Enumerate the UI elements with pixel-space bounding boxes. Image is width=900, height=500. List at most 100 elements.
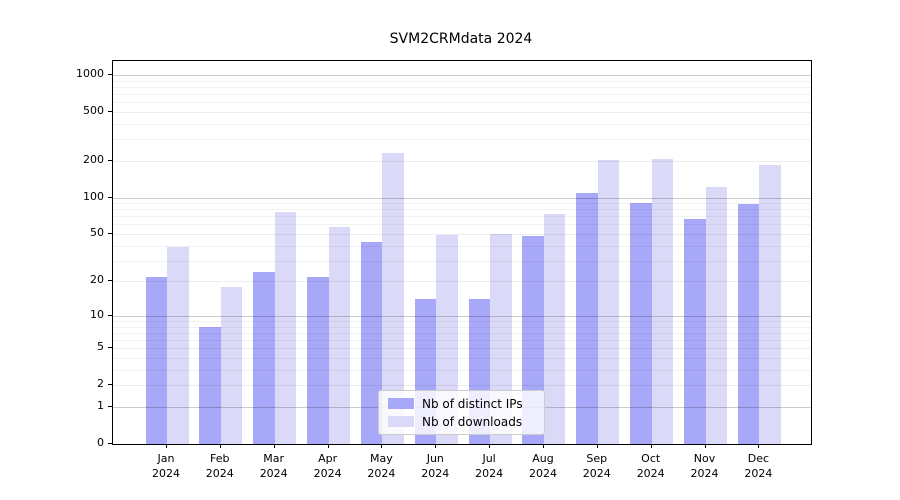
gridline-100 <box>113 197 811 199</box>
bar-ips-feb <box>199 326 221 444</box>
gridline-minor-700 <box>113 94 811 95</box>
gridline-minor-70 <box>113 216 811 218</box>
x-tick-label-sep: Sep 2024 <box>570 451 624 481</box>
gridline-minor-90 <box>113 203 811 204</box>
legend-swatch-distinct-ips <box>388 398 414 409</box>
bar-downloads-nov <box>705 186 727 444</box>
legend-item-downloads: Nb of downloads <box>388 415 544 429</box>
x-tick-month: May <box>370 452 393 465</box>
y-tick-label-10: 10 <box>90 307 104 321</box>
gridline-minor-6 <box>113 340 811 342</box>
x-tick-month: Jun <box>426 452 444 465</box>
legend-label-downloads: Nb of downloads <box>422 414 523 429</box>
y-tick-label-1: 1 <box>97 399 104 412</box>
y-tick-mark-10 <box>108 314 112 316</box>
x-tick-mark-apr <box>327 444 329 448</box>
bar-ips-nov <box>684 219 706 444</box>
x-tick-year: 2024 <box>152 467 180 480</box>
bar-downloads-oct <box>651 158 674 444</box>
gridline-minor-40 <box>113 245 811 247</box>
x-tick-mark-aug <box>543 444 544 448</box>
y-tick-label-100: 100 <box>83 189 104 203</box>
gridline-minor-3 <box>113 369 811 371</box>
x-tick-year: 2024 <box>636 467 665 480</box>
plot-area <box>112 60 812 445</box>
x-tick-mark-oct <box>650 444 652 448</box>
x-tick-year: 2024 <box>313 467 342 480</box>
bar-downloads-mar <box>274 212 297 444</box>
x-tick-month: Oct <box>641 452 661 465</box>
legend-label-distinct-ips: Nb of distinct IPs <box>422 396 523 411</box>
gridline-minor-800 <box>113 86 811 88</box>
gridline-10 <box>113 315 811 317</box>
x-tick-label-dec: Dec 2024 <box>731 451 785 481</box>
bar-downloads-apr <box>328 227 351 444</box>
bar-downloads-sep <box>597 159 620 444</box>
y-tick-mark-1000 <box>108 73 112 75</box>
x-tick-month: Jan <box>157 452 175 465</box>
x-tick-year: 2024 <box>475 467 504 480</box>
y-tick-mark-0 <box>108 443 112 444</box>
y-tick-label-2: 2 <box>97 377 104 391</box>
y-tick-mark-500 <box>108 110 112 112</box>
y-tick-label-200: 200 <box>83 152 104 166</box>
chart-title: SVM2CRMdata 2024 <box>389 31 533 47</box>
x-tick-month: Nov <box>693 452 716 465</box>
x-tick-mark-may <box>381 444 383 448</box>
y-tick-label-500: 500 <box>83 103 104 117</box>
bar-downloads-jan <box>167 246 189 444</box>
x-tick-mark-jan <box>166 444 167 448</box>
x-tick-mark-sep <box>596 444 598 448</box>
y-tick-mark-2 <box>108 384 112 386</box>
x-tick-month: Aug <box>532 452 554 465</box>
bar-ips-may <box>360 241 383 444</box>
x-tick-label-jul: Jul 2024 <box>462 451 516 481</box>
x-tick-year: 2024 <box>205 467 234 480</box>
y-tick-label-1000: 1000 <box>76 66 104 80</box>
x-tick-label-apr: Apr 2024 <box>301 451 355 481</box>
bar-ips-sep <box>576 192 598 444</box>
gridline-500 <box>113 111 811 113</box>
gridline-minor-8 <box>113 326 811 328</box>
bar-ips-oct <box>630 202 652 444</box>
x-tick-label-feb: Feb 2024 <box>193 451 247 481</box>
x-tick-label-oct: Oct 2024 <box>624 451 678 481</box>
gridline-minor-60 <box>113 224 811 226</box>
y-tick-mark-5 <box>108 347 112 349</box>
bar-downloads-feb <box>220 286 243 444</box>
x-tick-mark-jul <box>489 444 491 448</box>
x-tick-month: Sep <box>586 452 608 465</box>
y-tick-mark-50 <box>108 233 112 234</box>
x-tick-year: 2024 <box>259 467 288 480</box>
gridline-minor-80 <box>113 209 811 211</box>
x-tick-label-jan: Jan 2024 <box>139 451 193 481</box>
y-tick-mark-100 <box>108 196 112 198</box>
x-tick-year: 2024 <box>367 467 396 480</box>
x-tick-label-may: May 2024 <box>354 451 408 481</box>
x-tick-label-aug: Aug 2024 <box>516 451 570 481</box>
legend-swatch-downloads <box>388 416 414 427</box>
x-tick-mark-jun <box>435 444 437 448</box>
x-tick-year: 2024 <box>744 467 773 480</box>
x-tick-month: Feb <box>210 452 230 465</box>
gridline-minor-400 <box>113 123 811 125</box>
y-tick-label-50: 50 <box>90 226 104 239</box>
gridline-minor-600 <box>113 102 811 104</box>
bar-downloads-dec <box>759 164 781 444</box>
gridline-minor-900 <box>113 80 811 82</box>
x-tick-month: Apr <box>318 452 338 465</box>
y-tick-mark-20 <box>108 280 112 282</box>
gridline-5 <box>113 348 811 350</box>
x-tick-year: 2024 <box>421 467 450 480</box>
gridline-20 <box>113 281 811 283</box>
gridline-minor-30 <box>113 260 811 262</box>
bar-ips-dec <box>737 204 760 444</box>
x-tick-mark-mar <box>273 444 275 448</box>
y-tick-mark-200 <box>108 159 112 161</box>
x-tick-label-mar: Mar 2024 <box>247 451 301 481</box>
x-tick-mark-dec <box>758 444 760 448</box>
x-tick-mark-nov <box>704 444 706 448</box>
gridline-minor-9 <box>113 321 811 322</box>
bar-downloads-may <box>382 152 404 444</box>
